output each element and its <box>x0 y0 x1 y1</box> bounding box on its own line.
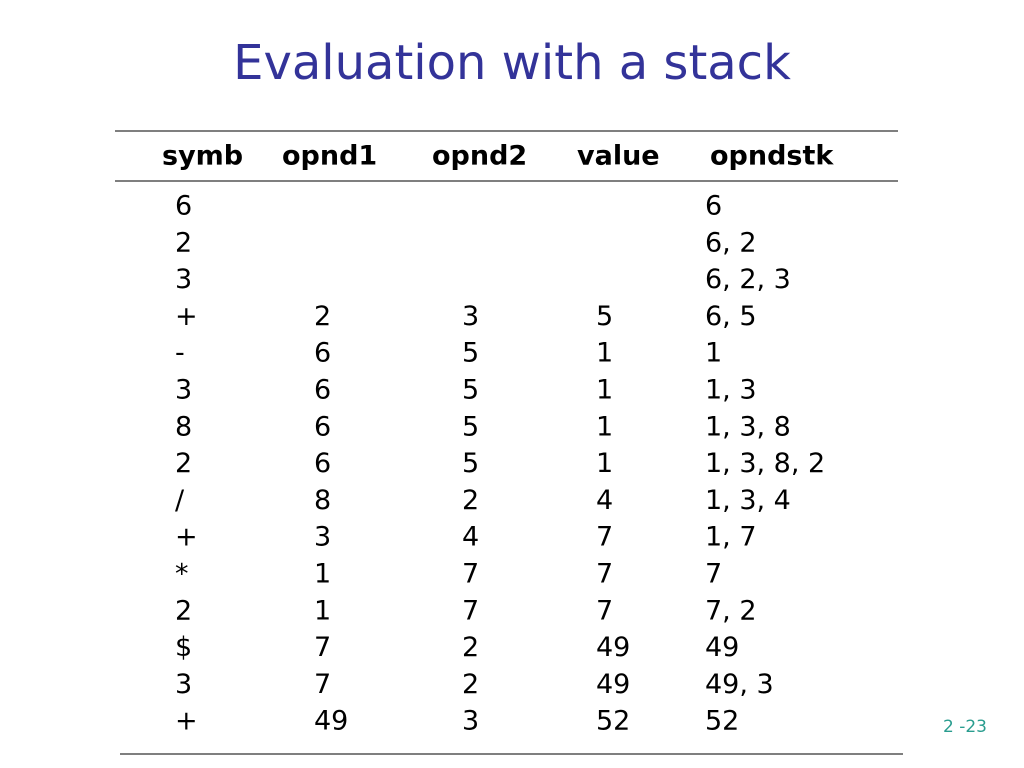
table-cell: 2 <box>462 669 479 700</box>
table-cell: 52 <box>705 706 739 737</box>
table-cell: 7 <box>314 669 331 700</box>
column-header: opndstk <box>710 141 834 172</box>
table-cell: 1 <box>596 375 613 406</box>
table-cell: 1 <box>596 338 613 369</box>
table-cell: 2 <box>175 448 192 479</box>
table-cell: 4 <box>462 522 479 553</box>
table-cell: 2 <box>314 301 331 332</box>
table-cell: 6 <box>314 375 331 406</box>
table-cell: 8 <box>314 485 331 516</box>
table-cell: 5 <box>596 301 613 332</box>
table-cell: 3 <box>175 375 192 406</box>
table-cell: 49 <box>705 632 739 663</box>
table-cell: 7 <box>462 595 479 626</box>
table-cell: 1 <box>314 595 331 626</box>
table-cell: 1 <box>596 411 613 442</box>
table-cell: 1, 3, 4 <box>705 485 791 516</box>
column-header: value <box>577 141 660 172</box>
table-cell: - <box>175 338 185 369</box>
table-cell: 5 <box>462 411 479 442</box>
table-cell: 6, 2, 3 <box>705 264 791 295</box>
table-cell: 7 <box>596 595 613 626</box>
table-cell: 2 <box>462 632 479 663</box>
table-cell: 7 <box>596 559 613 590</box>
slide-title: Evaluation with a stack <box>233 35 791 91</box>
table-cell: 1 <box>314 559 331 590</box>
table-cell: 1 <box>596 448 613 479</box>
table-cell: 6 <box>175 191 192 222</box>
table-cell: 7, 2 <box>705 595 757 626</box>
table-cell: 8 <box>175 411 192 442</box>
table-cell: 7 <box>596 522 613 553</box>
table-cell: 6, 2 <box>705 227 757 258</box>
table-cell: 3 <box>314 522 331 553</box>
table-cell: 2 <box>175 595 192 626</box>
table-cell: 3 <box>462 706 479 737</box>
table-cell: 6 <box>314 338 331 369</box>
table-cell: 7 <box>705 559 722 590</box>
page-number: 2 -23 <box>943 717 987 737</box>
table-cell: 3 <box>175 264 192 295</box>
table-cell: 1, 3 <box>705 375 757 406</box>
table-cell: 6 <box>705 191 722 222</box>
table-cell: + <box>175 706 198 737</box>
table-cell: 6 <box>314 448 331 479</box>
table-cell: 7 <box>462 559 479 590</box>
table-cell: 6 <box>314 411 331 442</box>
table-cell: 1, 7 <box>705 522 757 553</box>
table-cell: 5 <box>462 375 479 406</box>
table-cell: 5 <box>462 448 479 479</box>
table-cell: 5 <box>462 338 479 369</box>
table-cell: 2 <box>462 485 479 516</box>
table-cell: 1, 3, 8 <box>705 411 791 442</box>
table-cell: * <box>175 559 189 590</box>
table-cell: 49 <box>596 669 630 700</box>
table-cell: + <box>175 522 198 553</box>
table-cell: 3 <box>462 301 479 332</box>
column-header: opnd2 <box>432 141 527 172</box>
table-cell: 1, 3, 8, 2 <box>705 448 825 479</box>
column-header: symb <box>162 141 243 172</box>
table-cell: 3 <box>175 669 192 700</box>
table-cell: 7 <box>314 632 331 663</box>
table-cell: + <box>175 301 198 332</box>
table-cell: 49 <box>596 632 630 663</box>
table-cell: $ <box>175 632 192 663</box>
table-cell: 2 <box>175 227 192 258</box>
table-cell: 6, 5 <box>705 301 757 332</box>
table-cell: 49, 3 <box>705 669 774 700</box>
table-cell: / <box>175 485 185 516</box>
column-header: opnd1 <box>282 141 377 172</box>
table-cell: 52 <box>596 706 630 737</box>
table-cell: 1 <box>705 338 722 369</box>
table-cell: 4 <box>596 485 613 516</box>
table-cell: 49 <box>314 706 348 737</box>
